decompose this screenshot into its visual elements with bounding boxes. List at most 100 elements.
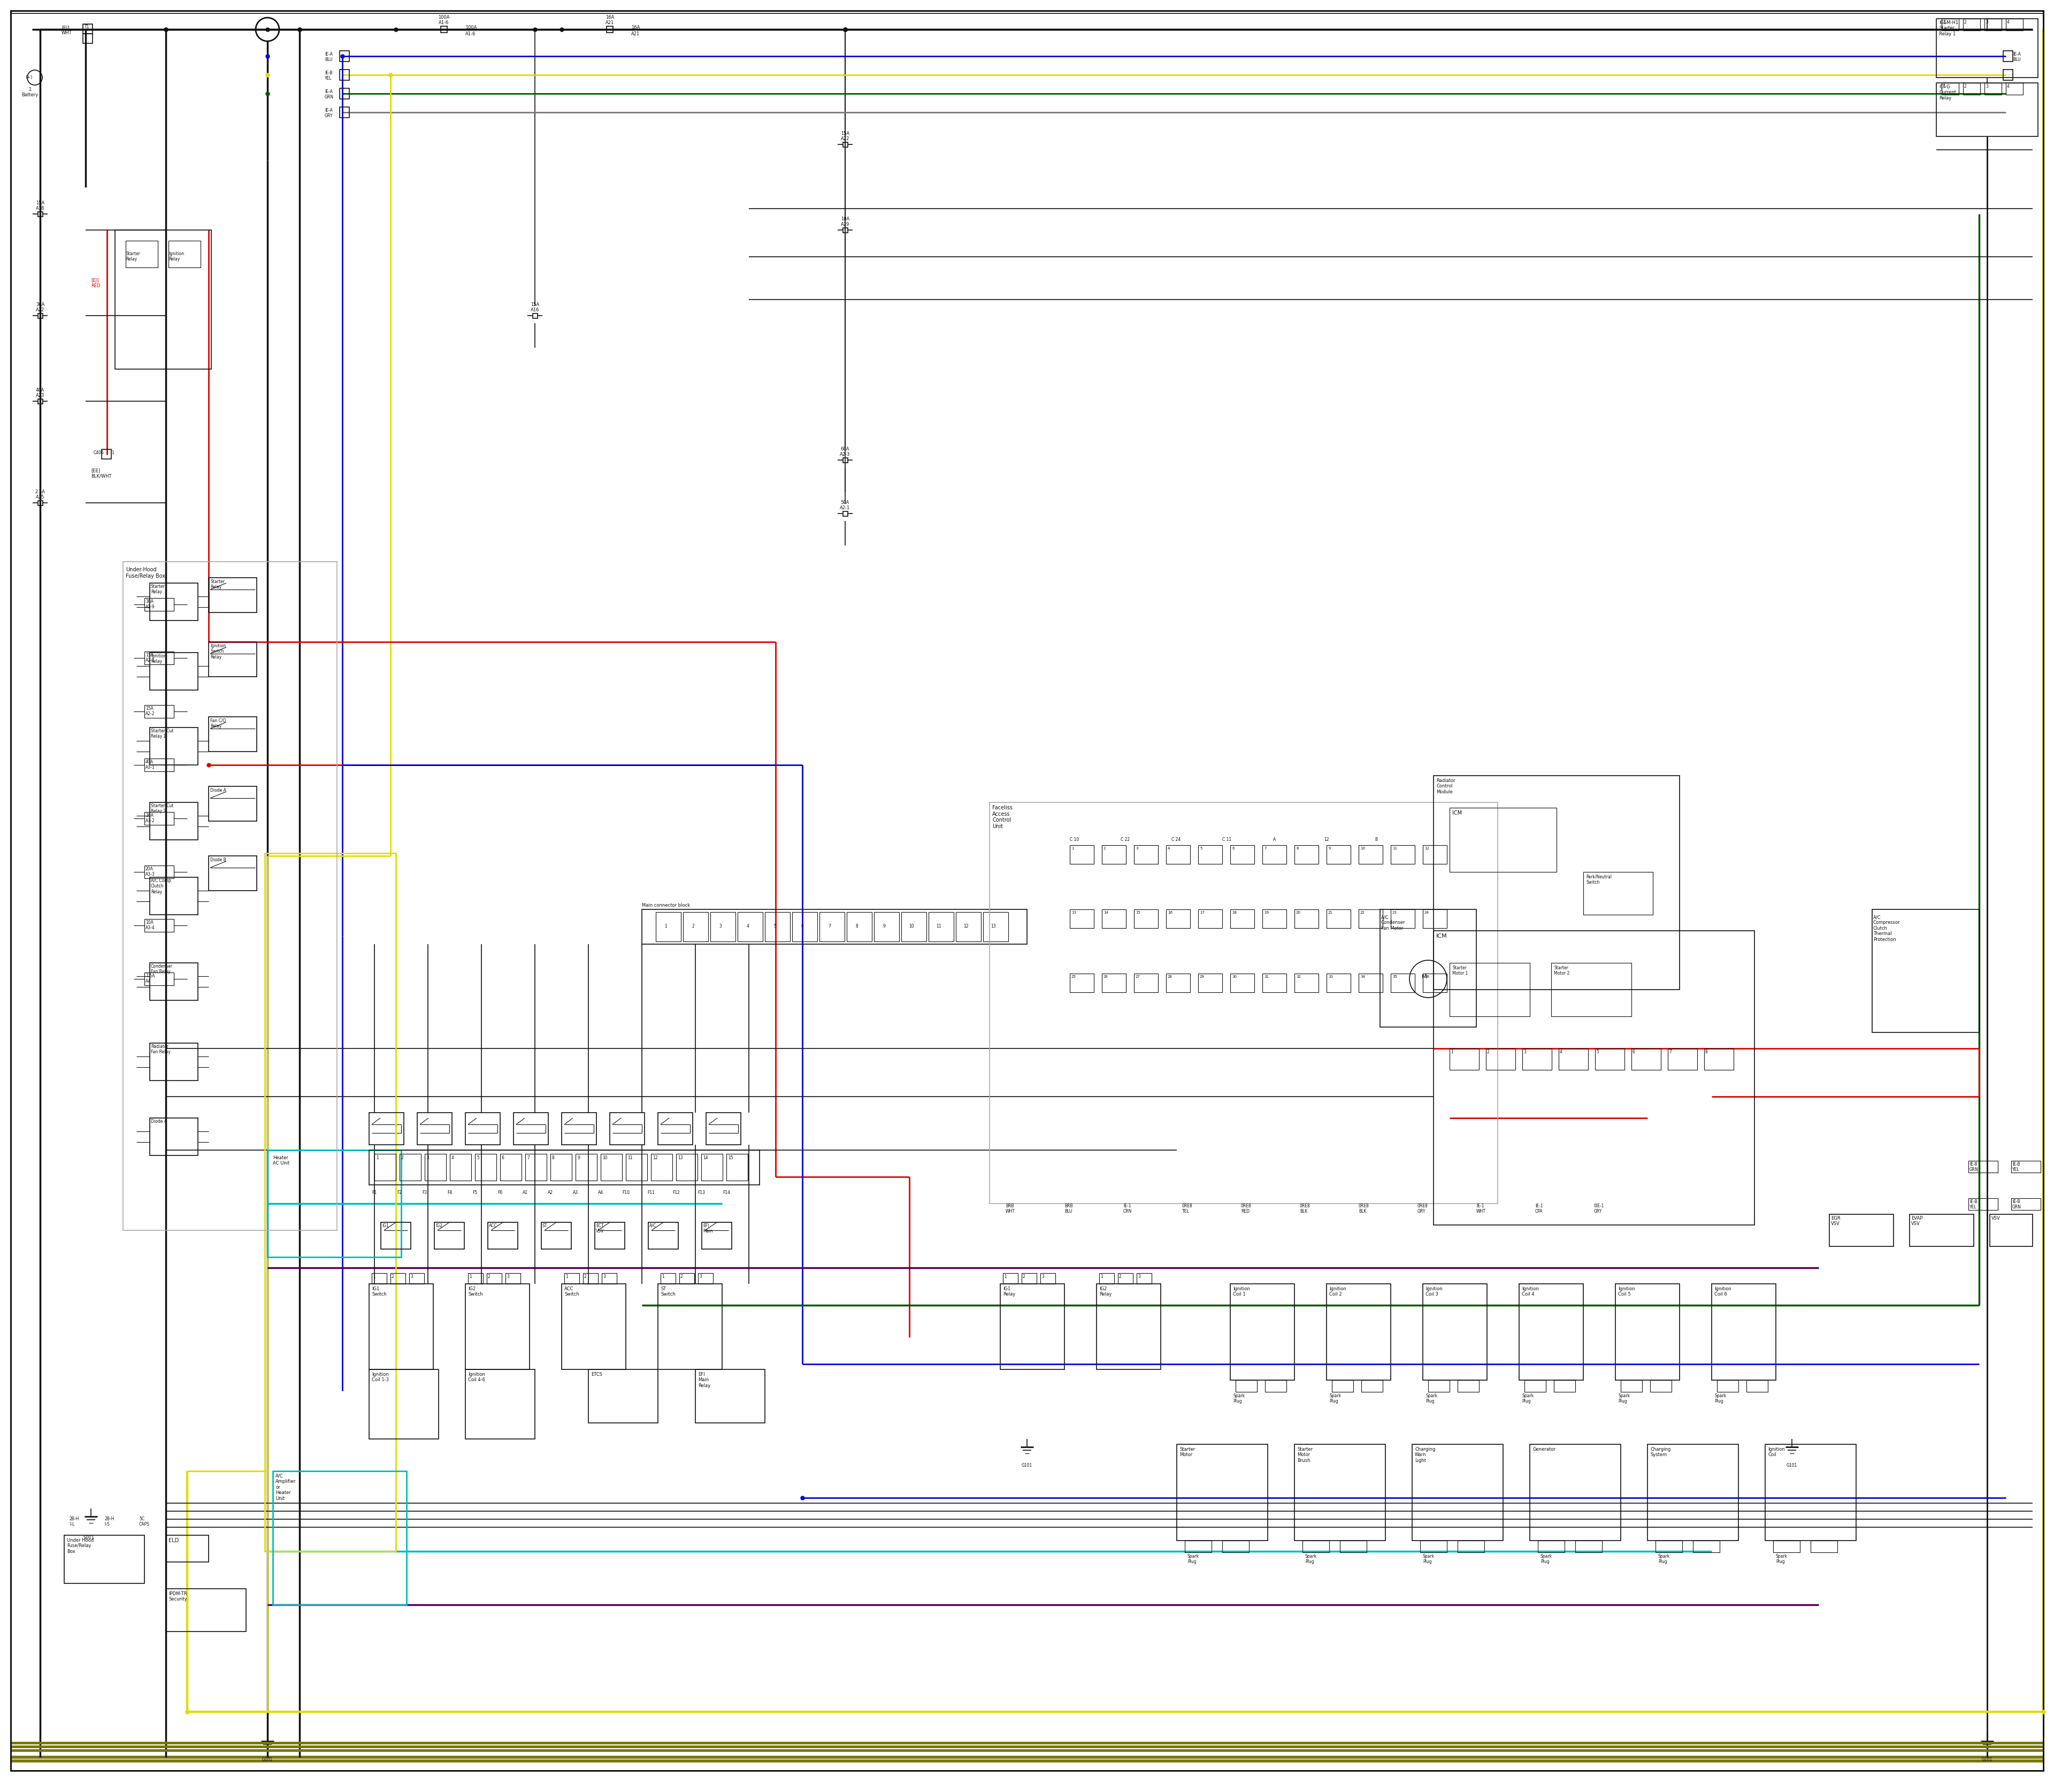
Text: 7: 7 — [1263, 848, 1267, 849]
Text: 9: 9 — [1329, 848, 1331, 849]
Text: 2: 2 — [401, 1156, 405, 1159]
Text: 6: 6 — [1232, 848, 1234, 849]
Text: Diode A: Diode A — [210, 788, 226, 792]
Text: 0RE8
BLK: 0RE8 BLK — [1358, 1204, 1370, 1213]
Text: IE-B
GRN: IE-B GRN — [2013, 1199, 2021, 1210]
Text: 20: 20 — [1296, 910, 1300, 914]
Bar — [1134, 973, 1158, 993]
Bar — [210, 787, 257, 821]
Bar — [466, 1283, 530, 1369]
Bar — [450, 1154, 470, 1181]
Text: IPDM-TR
Security: IPDM-TR Security — [168, 1591, 187, 1602]
Text: Ignition
Relay: Ignition Relay — [150, 654, 166, 665]
Bar — [210, 642, 257, 677]
Bar — [1331, 1380, 1354, 1392]
Text: 15A
A2-1: 15A A2-1 — [146, 652, 154, 663]
Text: 2: 2 — [1119, 1274, 1121, 1279]
Text: Starter
Motor 2: Starter Motor 2 — [1555, 966, 1569, 977]
Bar — [1937, 18, 2038, 77]
Bar — [37, 314, 43, 319]
Bar — [1327, 909, 1352, 928]
Bar — [1263, 973, 1286, 993]
Text: Radiator
Fan Relay: Radiator Fan Relay — [150, 1045, 170, 1054]
Text: 32: 32 — [1296, 975, 1300, 978]
Text: Spark
Plug: Spark Plug — [1329, 1394, 1341, 1403]
Bar — [696, 1369, 764, 1423]
Text: 3: 3 — [1041, 1274, 1043, 1279]
Bar — [542, 1222, 571, 1249]
Text: Diode B: Diode B — [210, 858, 226, 862]
Text: 14: 14 — [1103, 910, 1109, 914]
Bar — [1265, 1380, 1286, 1392]
Text: 3: 3 — [1524, 1050, 1526, 1054]
Text: 6: 6 — [801, 925, 803, 928]
Text: A3: A3 — [573, 1190, 579, 1195]
Text: 24: 24 — [1423, 910, 1430, 914]
Text: A/C
Amplifier
or
Heater
Unit: A/C Amplifier or Heater Unit — [275, 1473, 296, 1500]
Bar — [820, 912, 844, 941]
Text: Starter
Motor
Brush: Starter Motor Brush — [1298, 1446, 1313, 1462]
Bar — [764, 912, 791, 941]
Bar — [1621, 1380, 1641, 1392]
Text: 10A
A29: 10A A29 — [840, 217, 850, 228]
Bar — [676, 1154, 698, 1181]
Text: 3: 3 — [698, 1274, 702, 1279]
Bar — [1263, 846, 1286, 864]
Text: 5: 5 — [477, 1156, 479, 1159]
Text: 1: 1 — [374, 1274, 376, 1279]
Text: A1-6: A1-6 — [466, 32, 477, 36]
Text: 5: 5 — [1596, 1050, 1598, 1054]
Bar — [707, 1113, 741, 1145]
Text: 35: 35 — [1393, 975, 1397, 978]
Text: 16A
A21: 16A A21 — [606, 14, 614, 25]
Bar — [1423, 909, 1446, 928]
Text: 30A
A3-2: 30A A3-2 — [146, 814, 154, 824]
Text: 1: 1 — [1072, 848, 1074, 849]
Text: ACC
Switch: ACC Switch — [565, 1287, 579, 1297]
Text: IE-A
BLU: IE-A BLU — [2013, 52, 2021, 63]
Text: 2: 2 — [583, 1274, 587, 1279]
Bar — [1134, 846, 1158, 864]
Bar — [1070, 846, 1095, 864]
Text: F10: F10 — [622, 1190, 631, 1195]
Bar — [166, 1590, 246, 1631]
Bar — [150, 1118, 197, 1156]
Bar — [417, 1113, 452, 1145]
Bar — [1705, 1048, 1734, 1070]
Bar — [1237, 1380, 1257, 1392]
Text: 18: 18 — [1232, 910, 1237, 914]
Bar — [150, 878, 197, 914]
Bar — [1434, 776, 1680, 989]
Bar — [370, 1113, 405, 1145]
Bar — [606, 27, 612, 32]
Text: F3: F3 — [423, 1190, 427, 1195]
Bar — [372, 1272, 386, 1283]
Text: ST
Switch: ST Switch — [661, 1287, 676, 1297]
Text: Battery: Battery — [21, 93, 39, 97]
Bar — [1538, 1541, 1565, 1552]
Bar — [1101, 909, 1126, 928]
Text: Faceliss
Access
Control
Unit: Faceliss Access Control Unit — [992, 805, 1013, 830]
Text: 27: 27 — [1136, 975, 1140, 978]
Bar — [1070, 973, 1095, 993]
Bar — [1294, 846, 1319, 864]
Bar — [657, 1283, 723, 1369]
Text: 5C
CAPS: 5C CAPS — [140, 1516, 150, 1527]
Text: IE-A
GRN: IE-A GRN — [325, 90, 333, 100]
Bar — [1302, 1541, 1329, 1552]
Bar — [339, 88, 349, 99]
Text: IE-A
BLU: IE-A BLU — [325, 52, 333, 63]
Text: IG2
Relay: IG2 Relay — [1099, 1287, 1111, 1297]
Text: 1: 1 — [665, 925, 668, 928]
Bar — [370, 1283, 433, 1369]
Bar — [1294, 973, 1319, 993]
Text: 4: 4 — [1167, 848, 1171, 849]
Text: 15A
A22: 15A A22 — [840, 131, 850, 142]
Text: 30: 30 — [1232, 975, 1237, 978]
Bar — [150, 728, 197, 765]
Text: Heater
AC Unit: Heater AC Unit — [273, 1156, 290, 1167]
Text: 20A
A3-3: 20A A3-3 — [146, 867, 154, 876]
Bar — [1391, 846, 1415, 864]
Bar — [984, 912, 1009, 941]
Text: 4: 4 — [746, 925, 750, 928]
